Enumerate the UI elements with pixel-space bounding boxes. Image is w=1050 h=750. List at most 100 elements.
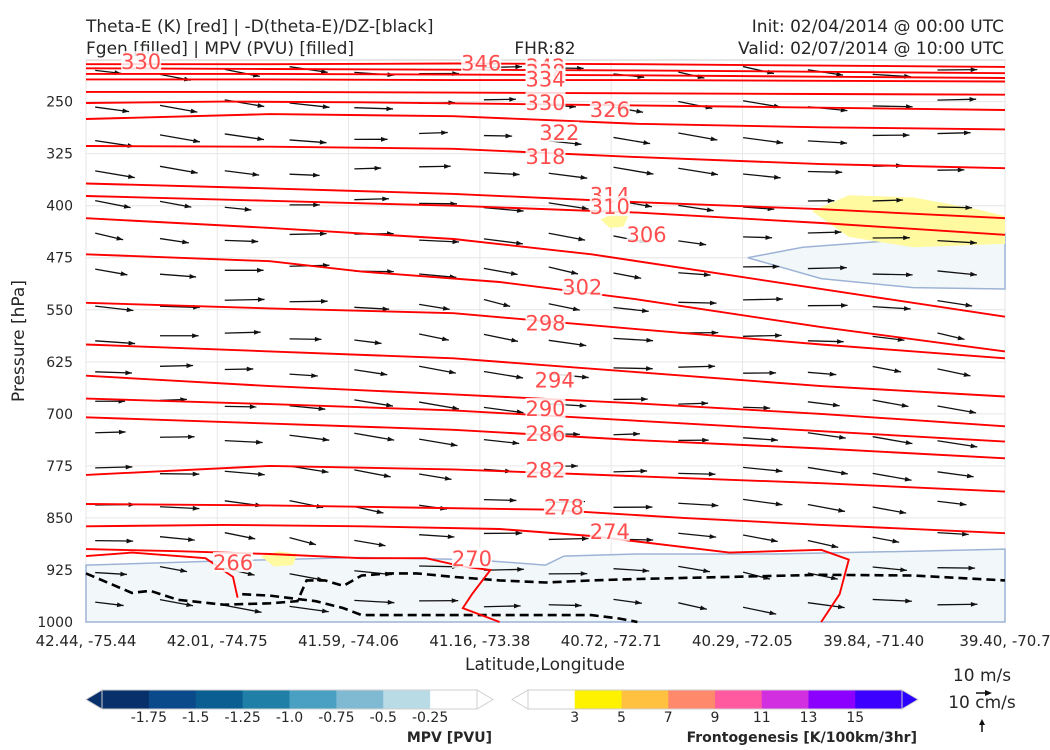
wind-vector-head (641, 396, 648, 402)
wind-vector-head (963, 372, 971, 377)
theta-e-label: 310 (590, 195, 630, 219)
wind-vector-head (836, 71, 843, 77)
wind-vector-head (193, 138, 200, 144)
wind-vector-head (188, 434, 195, 440)
y-axis-label: Pressure [hPa] (9, 280, 29, 402)
y-tick-label: 400 (46, 199, 73, 215)
wind-vector-head (387, 599, 395, 605)
theta-e-contour (85, 100, 1006, 111)
wind-vector-head (247, 571, 255, 576)
wind-vector (742, 498, 783, 506)
wind-vector-head (192, 471, 200, 477)
y-tick-label: 325 (46, 147, 73, 163)
wind-vector (548, 202, 589, 210)
wind-vector-head (452, 239, 460, 245)
colorbar-segment (808, 690, 856, 709)
wind-key-horizontal: 10 m/s (953, 666, 1011, 686)
wind-vector (354, 599, 395, 604)
y-axis-ticks: 250 325 400 475 550 625 700 775 850 925 1000 (37, 95, 73, 631)
colorbar-segment (761, 690, 809, 709)
x-tick-label: 42.44, -75.44 (36, 632, 137, 650)
mpv-shading (85, 232, 1006, 623)
y-tick-label: 775 (46, 459, 73, 475)
colorbar-segment (289, 690, 337, 709)
wind-vector (224, 470, 265, 476)
wind-vector-head (840, 470, 848, 476)
wind-vector-head (969, 409, 977, 415)
wind-vector-head (376, 509, 384, 514)
wind-vector-head (572, 306, 580, 312)
wind-vector-head (772, 264, 780, 269)
wind-vector-head (837, 339, 844, 344)
wind-vector-head (646, 537, 654, 543)
wind-vector (743, 298, 783, 301)
wind-vector-head (190, 169, 198, 175)
contour-label-background (451, 547, 492, 568)
colorbar-segment (148, 690, 197, 709)
wind-vector-head (513, 603, 521, 609)
wind-vector (483, 206, 524, 212)
x-tick-label: 39.40, -70.7 (959, 632, 1050, 650)
wind-vector-head (447, 534, 455, 539)
wind-vector-head (120, 571, 127, 577)
wind-vector-head (322, 436, 330, 442)
wind-vector-head (963, 130, 971, 136)
wind-vector-head (574, 141, 582, 147)
wind-vector (937, 440, 978, 448)
wind-vector-head (313, 202, 320, 208)
wind-vector-head (252, 171, 260, 177)
wind-vector-head (192, 333, 199, 339)
wind-vector-head (970, 240, 977, 245)
colorbar-tick-label: -1.5 (182, 710, 209, 726)
wind-vector (419, 401, 460, 410)
colorbar-segment (715, 690, 763, 709)
theta-e-label: 274 (590, 520, 630, 544)
wind-vector-head (128, 340, 136, 346)
wind-vector-head (321, 608, 329, 614)
theta-e-contour-labels: 3303463423383343303263223183143103063022… (121, 50, 667, 575)
contour-label-background (213, 552, 254, 573)
colorbar-tick-label: 11 (753, 710, 771, 726)
colorbar-tick-label: 7 (664, 710, 673, 726)
wind-vector-head (643, 140, 651, 145)
wind-key-vertical: 10 cm/s (948, 693, 1016, 713)
wind-vector-head (579, 403, 587, 409)
wind-vector-head (573, 431, 580, 437)
fgen-shaded-region (812, 195, 1005, 248)
x-tick-label: 42.01, -74.75 (167, 632, 268, 650)
wind-vector-head (763, 405, 771, 411)
stability-contour (85, 572, 1006, 607)
wind-vector (289, 434, 330, 441)
contour-label-background (525, 459, 566, 480)
wind-vector-head (320, 69, 328, 74)
wind-vector-head (709, 534, 717, 539)
wind-vector (95, 170, 135, 179)
wind-vector-head (126, 307, 134, 313)
wind-vector-head (378, 542, 386, 547)
forecast-hour: FHR:82 (514, 39, 575, 59)
wind-vector (742, 136, 784, 144)
colorbar-tick-label: 13 (800, 710, 818, 726)
wind-vector-head (837, 604, 845, 610)
theta-e-contour (85, 343, 1006, 398)
contour-label-background (589, 196, 630, 217)
wind-vector-head (636, 108, 644, 114)
wind-vector-head (441, 130, 448, 136)
contour-label-background (534, 369, 575, 390)
wind-vector-head (841, 303, 848, 308)
wind-vector (224, 298, 265, 301)
y-tick-label: 550 (46, 303, 73, 319)
wind-vector-head (570, 270, 578, 275)
x-tick-label: 39.84, -71.40 (823, 632, 924, 650)
contour-label-background (525, 397, 566, 418)
wind-vector-head (246, 366, 254, 372)
contour-label-background (589, 520, 630, 541)
theta-e-label: 334 (525, 67, 565, 91)
colorbar-tick-label: -1.25 (225, 710, 261, 726)
fgen-shaded-region (600, 212, 629, 228)
wind-vector-head (444, 163, 451, 169)
wind-vector-head (776, 296, 783, 302)
x-axis-label: Latitude,Longitude (465, 655, 625, 675)
theta-e-label: 306 (627, 223, 667, 247)
